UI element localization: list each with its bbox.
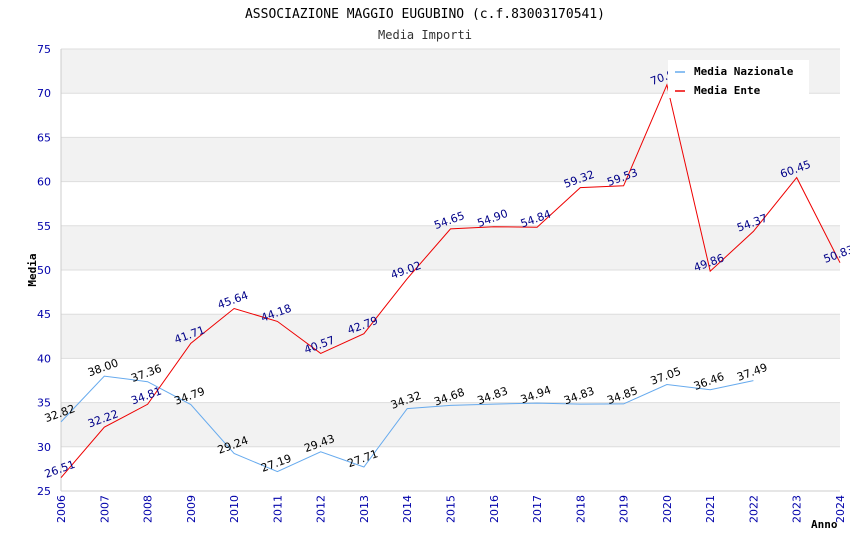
plot-band [61,137,840,182]
plot-band [61,93,840,138]
x-tick-label: 2015 [445,495,458,523]
x-tick-label: 2019 [618,495,631,523]
y-axis-label: Media [26,253,39,286]
chart-subtitle: Media Importi [378,28,472,42]
y-tick-label: 45 [37,308,51,321]
x-tick-label: 2022 [747,495,760,523]
x-tick-label: 2010 [228,495,241,523]
x-tick-label: 2021 [704,495,717,523]
legend-box [668,60,809,98]
x-tick-label: 2008 [142,495,155,523]
x-tick-label: 2023 [791,495,804,523]
x-tick-label: 2024 [834,495,847,523]
y-tick-label: 75 [37,43,51,56]
x-tick-label: 2020 [661,495,674,523]
plot-band [61,402,840,447]
plot-band [61,181,840,226]
y-tick-label: 25 [37,485,51,498]
x-tick-label: 2014 [401,495,414,523]
x-tick-label: 2016 [488,495,501,523]
x-tick-label: 2017 [531,495,544,523]
plot-band [61,446,840,491]
chart-title: ASSOCIAZIONE MAGGIO EUGUBINO (c.f.830031… [245,7,605,22]
plot-band [61,314,840,359]
x-tick-label: 2011 [271,495,284,523]
series-lines [60,83,841,479]
series-line-ente [60,83,841,479]
plot-background [61,49,840,491]
y-tick-label: 70 [37,87,51,100]
x-tick-label: 2006 [55,495,68,523]
x-tick-labels: 2006 2007 2008 2009 2010 2011 2012 2013 2014 2015… [55,495,847,523]
axes [60,49,840,492]
y-tick-label: 50 [37,264,51,277]
y-tick-label: 40 [37,352,51,365]
series-line-nazionale [60,375,754,473]
y-tick-label: 35 [37,397,51,410]
y-tick-label: 30 [37,441,51,454]
y-tick-label: 65 [37,131,51,144]
x-axis-label: Anno [811,518,838,531]
plot-band [61,225,840,270]
x-tick-label: 2007 [98,495,111,523]
x-tick-label: 2018 [574,495,587,523]
y-tick-label: 60 [37,176,51,189]
legend-label-nazionale: Media Nazionale [694,65,794,78]
x-tick-label: 2013 [358,495,371,523]
x-tick-label: 2009 [185,495,198,523]
legend: Media Nazionale Media Ente [668,60,809,98]
y-tick-label: 55 [37,220,51,233]
x-tick-label: 2012 [315,495,328,523]
plot-band [61,358,840,403]
plot-band [61,270,840,315]
legend-label-ente: Media Ente [694,84,761,97]
y-tick-labels: 25 30 35 40 45 50 55 60 65 70 75 [37,43,51,498]
